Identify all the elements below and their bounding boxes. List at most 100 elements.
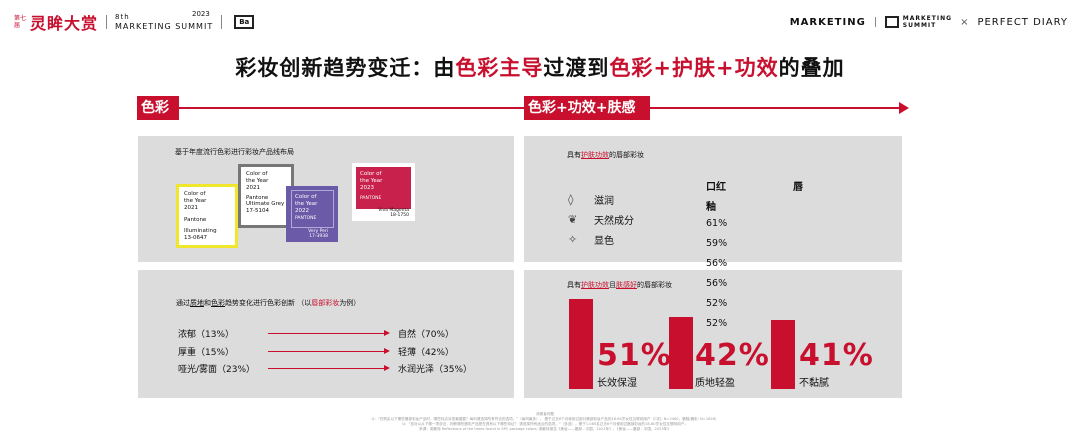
perfect-diary-logo: PERFECT DIARY bbox=[977, 16, 1068, 28]
stat-label: 不黏腻 bbox=[799, 378, 829, 389]
event-name: MARKETING SUMMIT bbox=[115, 22, 214, 31]
caption-text: 的唇部彩妆 bbox=[609, 151, 644, 159]
panel-texture-trends bbox=[138, 270, 514, 398]
percent-value: 56% bbox=[706, 258, 728, 269]
brand-name: 灵眸大赏 bbox=[30, 14, 99, 33]
divider bbox=[874, 17, 876, 27]
event-year: 2023 bbox=[192, 10, 210, 18]
benefit-color-payoff: ✧ 显色 bbox=[568, 232, 614, 247]
footnote-line: Q：“您对以从下哪一项说法，判断哪些唇彩产品是在具有以下哪些特征？ 请选择所有适… bbox=[402, 422, 688, 426]
stat-value: 51% bbox=[597, 338, 672, 373]
percent-value: 52% bbox=[706, 318, 728, 329]
panel2-caption: 通过质地和色彩趋势变化进行色彩创新 （以唇部彩妆为例） bbox=[176, 298, 360, 308]
percent-value: 56% bbox=[706, 278, 728, 289]
droplets-icon: ◊ bbox=[568, 193, 574, 206]
trend-from: 浓郁（13%） bbox=[178, 330, 235, 340]
event-brand-left: 第七届 灵眸大赏 8th MARKETING SUMMIT 2023 Ba bbox=[14, 10, 255, 34]
edition-label: 第七届 bbox=[14, 15, 27, 29]
card-brand: PANTONE bbox=[360, 196, 382, 201]
card-title: Color of the Year 2023 bbox=[360, 171, 383, 191]
benefit-label: 显色 bbox=[594, 236, 614, 247]
card-title: Color of the Year 2021 bbox=[246, 171, 269, 191]
footnote-line: Q：“在购买以下哪些唇部彩妆产品时，哪些特点对您最重要？每列请选择所有符合的选项… bbox=[371, 417, 719, 421]
caption-emphasis: 色彩 bbox=[211, 299, 225, 307]
summit-mark-icon bbox=[884, 16, 899, 28]
caption-emphasis: 质地 bbox=[190, 299, 204, 307]
partner-brands: MARKETING MARKETING SUMMIT × PERFECT DIA… bbox=[790, 15, 1068, 29]
color-card-illuminating: Color of the Year 2021 Pantone Illuminat… bbox=[176, 184, 238, 248]
summit-logo-text: MARKETING SUMMIT bbox=[903, 15, 952, 29]
stage-tag-color-efficacy-skinfeel: 色彩+功效+肤感 bbox=[524, 96, 650, 120]
caption-text: 具有 bbox=[567, 281, 581, 289]
event-edition: 8th bbox=[115, 13, 130, 21]
caption-text: 和 bbox=[204, 299, 211, 307]
divider bbox=[106, 15, 108, 29]
caption-text: 的唇部彩妆 bbox=[637, 281, 672, 289]
card-swatch: Color of the Year 2023 PANTONE bbox=[356, 167, 411, 209]
caption-highlight: 肤感好 bbox=[616, 281, 637, 289]
stat-bar-long-lasting bbox=[569, 299, 593, 389]
timeline-arrow bbox=[137, 107, 901, 109]
sparkle-icon: ✧ bbox=[568, 233, 578, 246]
caption-text: 且 bbox=[609, 281, 616, 289]
stat-label: 质地轻盈 bbox=[695, 378, 735, 389]
column-head-lip: 唇 bbox=[793, 182, 803, 193]
card-color-name: Illuminating 13-0647 bbox=[184, 228, 217, 241]
card-color-name: Viva Magenta 18-1750 bbox=[378, 208, 409, 218]
benefit-label: 天然成分 bbox=[594, 216, 634, 227]
caption-highlight: 护肤功效 bbox=[581, 151, 609, 159]
color-card-viva-magenta: Color of the Year 2023 PANTONE Viva Mage… bbox=[352, 163, 415, 221]
card-swatch: Color of the Year 2022 PANTONE bbox=[291, 190, 334, 228]
footnote-line: 消费者问题 bbox=[536, 412, 554, 416]
trend-arrow-icon bbox=[268, 330, 390, 336]
arrow-head-icon bbox=[899, 102, 909, 114]
stage-tag-color: 色彩 bbox=[137, 96, 179, 120]
event-title: 8th MARKETING SUMMIT bbox=[115, 13, 213, 31]
trend-to: 轻薄（42%） bbox=[398, 348, 455, 358]
card-brand: PANTONE bbox=[295, 216, 317, 221]
summit-logo-line2: SUMMIT bbox=[902, 22, 937, 29]
stat-value: 42% bbox=[695, 338, 770, 373]
card-title: Color of the Year 2022 bbox=[295, 194, 318, 214]
panel-skincare-benefits bbox=[524, 136, 902, 262]
percent-value: 52% bbox=[706, 298, 728, 309]
color-card-ultimate-grey: Color of the Year 2021 Pantone Ultimate … bbox=[238, 164, 294, 228]
title-part1: 彩妆创新趋势变迁：由 bbox=[235, 56, 456, 80]
card-title: Color of the Year 2021 bbox=[184, 191, 207, 211]
caption-text: 通过 bbox=[176, 299, 190, 307]
stat-label: 长效保湿 bbox=[597, 378, 637, 389]
percent-value: 61% bbox=[706, 218, 728, 229]
title-highlight1: 色彩主导 bbox=[455, 56, 544, 80]
card-color-name: Ultimate Grey 17-5104 bbox=[246, 201, 285, 214]
panel3-caption: 具有护肤功效的唇部彩妆 bbox=[567, 150, 644, 160]
trend-from: 厚重（15%） bbox=[178, 348, 235, 358]
marketing-logo: MARKETING bbox=[789, 16, 866, 28]
stat-value: 41% bbox=[799, 338, 874, 373]
title-part3: 的叠加 bbox=[778, 56, 845, 80]
footnote-line: 来源：英敏特 Reflections of the times found in… bbox=[419, 427, 671, 431]
caption-highlight: 唇部彩妆 bbox=[311, 299, 340, 307]
color-card-very-peri: Color of the Year 2022 PANTONE Very Peri… bbox=[286, 186, 338, 242]
summit-logo-icon: Ba bbox=[234, 15, 255, 29]
trend-arrow-icon bbox=[268, 365, 390, 371]
trend-to: 自然（70%） bbox=[398, 330, 455, 340]
card-brand: Pantone bbox=[246, 195, 269, 201]
benefit-natural-ingredients: ❦ 天然成分 bbox=[568, 212, 634, 227]
column-head-glaze: 釉 bbox=[706, 202, 716, 213]
page-title: 彩妆创新趋势变迁：由色彩主导过渡到色彩+护肤+功效的叠加 bbox=[0, 52, 1080, 82]
times-sign: × bbox=[960, 16, 970, 28]
title-highlight2: 色彩+护肤+功效 bbox=[609, 56, 779, 80]
caption-text: 趋势变化进行色彩创新 （以 bbox=[225, 299, 312, 307]
card-color-name: Very Peri 17-3938 bbox=[308, 229, 328, 239]
title-part2: 过渡到 bbox=[543, 56, 610, 80]
benefit-label: 滋润 bbox=[594, 196, 614, 207]
caption-text: 为例） bbox=[339, 299, 361, 307]
card-brand: Pantone bbox=[184, 217, 207, 223]
stat-bar-non-sticky bbox=[771, 320, 795, 389]
footnote: 消费者问题 Q：“在购买以下哪些唇部彩妆产品时，哪些特点对您最重要？每列请选择所… bbox=[290, 412, 800, 432]
trend-to: 水润光泽（35%） bbox=[398, 365, 473, 375]
panel1-caption: 基于年度流行色彩进行彩妆产品线布局 bbox=[175, 148, 294, 156]
stat-bar-light-texture bbox=[669, 317, 693, 389]
caption-text: 具有 bbox=[567, 151, 581, 159]
panel4-caption: 具有护肤功效且肤感好的唇部彩妆 bbox=[567, 280, 672, 290]
